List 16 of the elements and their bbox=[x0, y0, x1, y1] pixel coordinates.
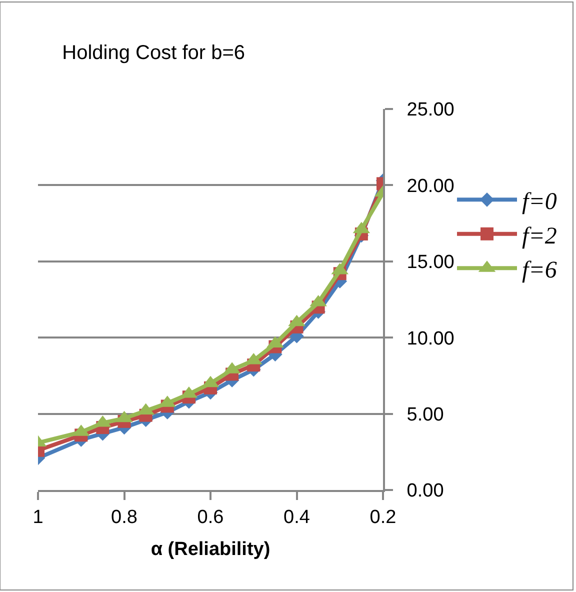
y-tick-label: 15.00 bbox=[406, 252, 454, 274]
x-tick-label: 0.4 bbox=[284, 506, 310, 528]
x-tick-label: 0.6 bbox=[197, 506, 224, 528]
legend-label: f=2 bbox=[522, 223, 557, 250]
y-tick-label: 25.00 bbox=[406, 100, 454, 121]
y-tick-label: 20.00 bbox=[406, 176, 454, 197]
legend-label: f=6 bbox=[522, 257, 557, 284]
x-tick-label: 0.8 bbox=[111, 506, 138, 528]
x-tick-label: 0.2 bbox=[370, 506, 396, 528]
x-axis-title: α (Reliability) bbox=[150, 539, 270, 560]
y-tick-label: 10.00 bbox=[406, 328, 454, 350]
legend-label: f=0 bbox=[522, 189, 557, 216]
chart-title: Holding Cost for b=6 bbox=[62, 42, 246, 64]
y-tick-label: 0.00 bbox=[406, 480, 444, 502]
x-tick-label: 1 bbox=[32, 506, 44, 528]
y-tick-label: 5.00 bbox=[406, 404, 444, 426]
